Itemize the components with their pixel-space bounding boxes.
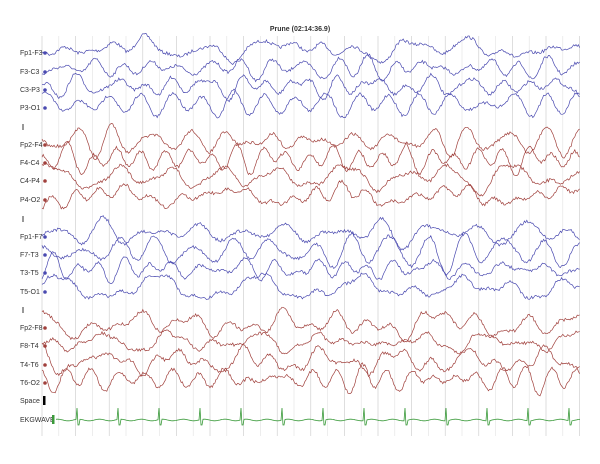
channel-label: F7-T3: [20, 252, 39, 259]
eeg-trace: [41, 215, 580, 251]
channel-label: C4-P4: [20, 178, 40, 185]
group-separator: [22, 216, 24, 222]
eeg-trace: [41, 54, 580, 83]
space-marker: [43, 396, 46, 405]
channel-dot: [43, 198, 47, 202]
channel-dot: [43, 143, 47, 147]
channel-dot: [43, 70, 47, 74]
eeg-trace: [41, 33, 580, 65]
channel-label: Fp2-F4: [20, 142, 43, 149]
eeg-trace: [41, 163, 580, 197]
channel-dot: [43, 106, 47, 110]
ekg-trace: [55, 407, 581, 426]
group-separator: [22, 124, 24, 130]
eeg-trace: [41, 362, 580, 397]
group-separator: [22, 307, 24, 313]
eeg-trace: [41, 251, 580, 284]
channel-label: T4-T6: [20, 362, 39, 369]
eeg-trace: [41, 141, 580, 176]
title: Prune (02:14:36.9): [270, 26, 330, 33]
channel-dot: [43, 363, 47, 367]
channel-dot: [43, 179, 47, 183]
ekg-label: EKGWAVE: [20, 417, 55, 424]
eeg-trace: [41, 231, 580, 276]
channel-label: T6-O2: [20, 380, 40, 387]
eeg-trace: [41, 179, 580, 210]
channel-label: C3-P3: [20, 87, 40, 94]
channel-label: T3-T5: [20, 270, 39, 277]
channel-dot: [43, 235, 47, 239]
channel-dot: [43, 161, 47, 165]
ekg-marker: [52, 415, 55, 424]
traces: Fp1-F3 F3-C3 C3-P3 P3-O1 Fp2-F4 F4-C4 C4-P4 P4-…: [20, 33, 581, 426]
channel-label: P3-O1: [20, 105, 40, 112]
channel-label: F8-T4: [20, 343, 39, 350]
eeg-trace: [41, 306, 580, 343]
eeg-trace: [41, 88, 580, 119]
channel-label: Fp1-F7: [20, 234, 43, 241]
channel-dot: [43, 290, 47, 294]
channel-dot: [43, 88, 47, 92]
eeg-trace: [41, 72, 580, 103]
eeg-trace: [41, 329, 580, 355]
eeg-trace: [41, 342, 580, 377]
channel-label: Fp2-F8: [20, 325, 43, 332]
channel-label: Fp1-F3: [20, 50, 43, 57]
channel-label: P4-O2: [20, 197, 40, 204]
channel-label: F3-C3: [20, 69, 40, 76]
channel-dot: [43, 253, 47, 257]
channel-dot: [43, 381, 47, 385]
channel-label: T5-O1: [20, 289, 40, 296]
time-grid: [41, 36, 580, 436]
space-label: Space: [20, 398, 40, 405]
channel-label: F4-C4: [20, 160, 40, 167]
eeg-trace: [41, 123, 580, 160]
eeg-trace: [41, 272, 580, 300]
channel-dot: [43, 326, 47, 330]
